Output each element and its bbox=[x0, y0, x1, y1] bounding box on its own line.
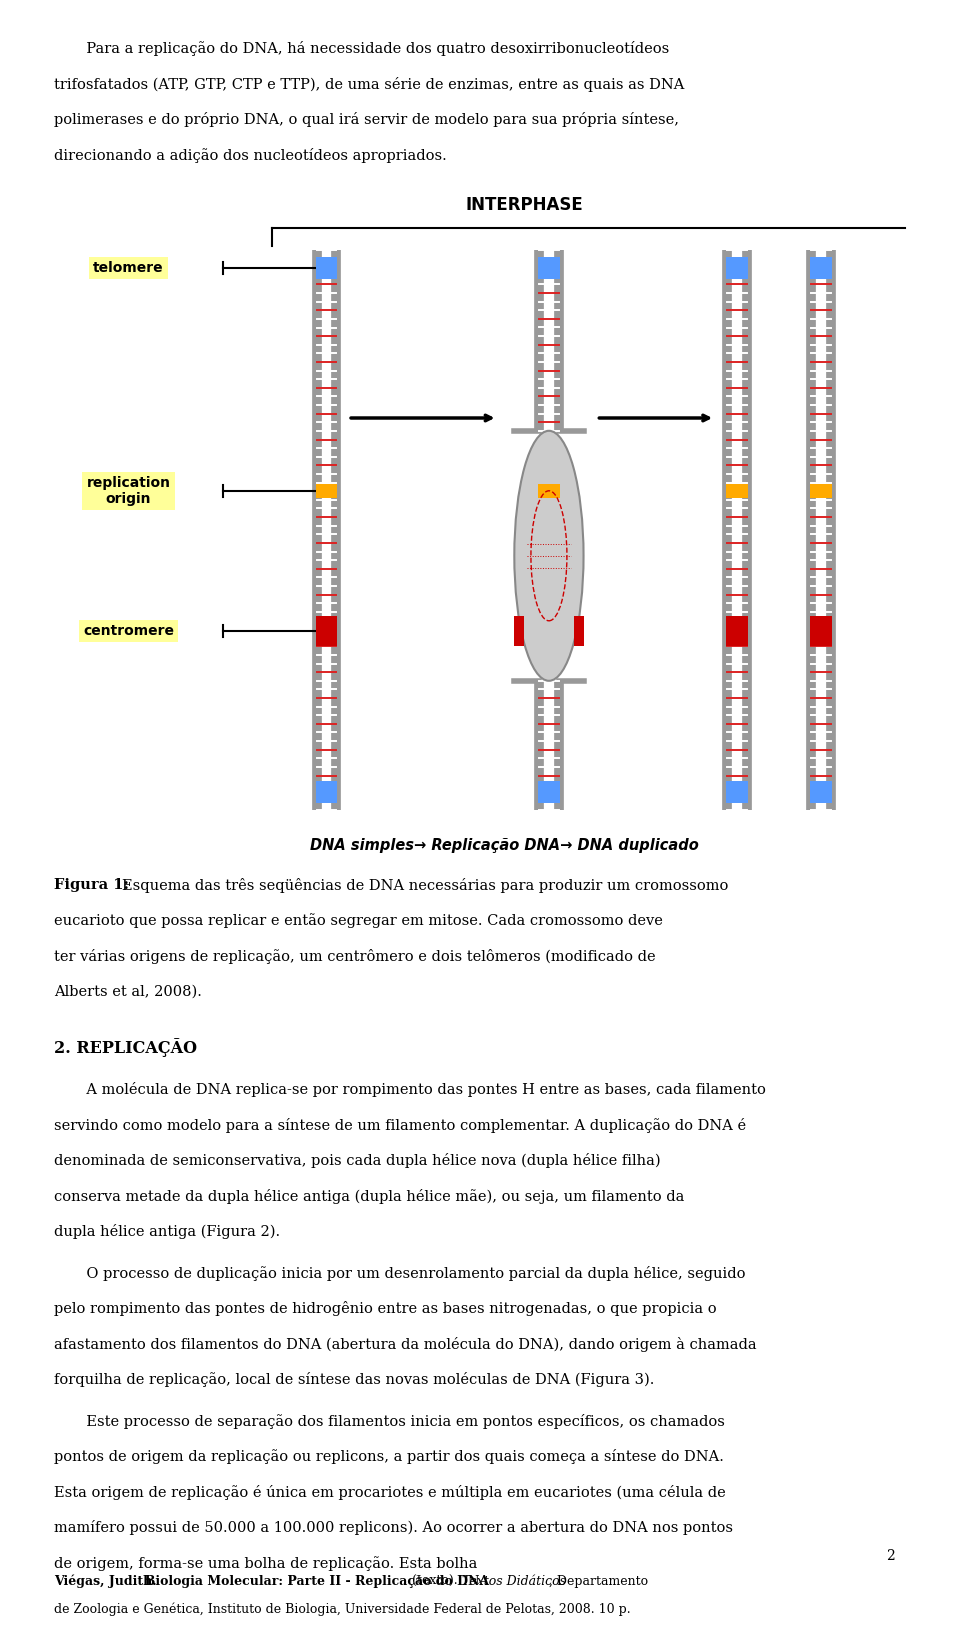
Text: conserva metade da dupla hélice antiga (dupla hélice mãe), ou seja, um filamento: conserva metade da dupla hélice antiga (… bbox=[55, 1189, 684, 1203]
Text: eucarioto que possa replicar e então segregar em mitose. Cada cromossomo deve: eucarioto que possa replicar e então seg… bbox=[55, 914, 663, 928]
Text: 2: 2 bbox=[886, 1550, 895, 1563]
Bar bbox=[574, 616, 584, 646]
Text: polimerases e do próprio DNA, o qual irá servir de modelo para sua própria sínte: polimerases e do próprio DNA, o qual irá… bbox=[55, 112, 680, 127]
Bar bbox=[810, 257, 831, 280]
Bar bbox=[316, 485, 337, 498]
Ellipse shape bbox=[515, 431, 584, 681]
Text: Esquema das três seqüências de DNA necessárias para produzir um cromossomo: Esquema das três seqüências de DNA neces… bbox=[122, 878, 728, 893]
Text: ter várias origens de replicação, um centrômero e dois telômeros (modificado de: ter várias origens de replicação, um cen… bbox=[55, 950, 656, 964]
Text: servindo como modelo para a síntese de um filamento complementar. A duplicação d: servindo como modelo para a síntese de u… bbox=[55, 1119, 747, 1133]
Text: mamífero possui de 50.000 a 100.000 replicons). Ao ocorrer a abertura do DNA nos: mamífero possui de 50.000 a 100.000 repl… bbox=[55, 1520, 733, 1535]
Bar bbox=[538, 485, 560, 498]
Text: Este processo de separação dos filamentos inicia em pontos específicos, os chama: Este processo de separação dos filamento… bbox=[55, 1415, 725, 1429]
Bar bbox=[316, 257, 337, 280]
Text: DNA simples→ Replicação DNA→ DNA duplicado: DNA simples→ Replicação DNA→ DNA duplica… bbox=[310, 837, 699, 854]
Text: trifosfatados (ATP, GTP, CTP e TTP), de uma série de enzimas, entre as quais as : trifosfatados (ATP, GTP, CTP e TTP), de … bbox=[55, 76, 684, 91]
Text: , Departamento: , Departamento bbox=[549, 1576, 649, 1589]
Text: O processo de duplicação inicia por um desenrolamento parcial da dupla hélice, s: O processo de duplicação inicia por um d… bbox=[55, 1267, 746, 1281]
Bar bbox=[810, 780, 831, 803]
Bar bbox=[810, 485, 831, 498]
Bar bbox=[538, 780, 560, 803]
Text: dupla hélice antiga (Figura 2).: dupla hélice antiga (Figura 2). bbox=[55, 1224, 280, 1239]
Text: denominada de semiconservativa, pois cada dupla hélice nova (dupla hélice filha): denominada de semiconservativa, pois cad… bbox=[55, 1153, 661, 1169]
Text: pontos de origem da replicação ou replicons, a partir dos quais começa a síntese: pontos de origem da replicação ou replic… bbox=[55, 1449, 724, 1465]
Text: Para a replicação do DNA, há necessidade dos quatro desoxirribonucleotídeos: Para a replicação do DNA, há necessidade… bbox=[55, 41, 670, 55]
Text: direcionando a adição dos nucleotídeos apropriados.: direcionando a adição dos nucleotídeos a… bbox=[55, 148, 447, 163]
Text: Alberts et al, 2008).: Alberts et al, 2008). bbox=[55, 984, 203, 998]
Text: Textos Didáticos: Textos Didáticos bbox=[463, 1576, 566, 1589]
Bar bbox=[726, 485, 748, 498]
Bar bbox=[538, 257, 560, 280]
Text: Viégas, Judith.: Viégas, Judith. bbox=[55, 1574, 157, 1589]
Text: Biologia Molecular: Parte II - Replicação do DNA: Biologia Molecular: Parte II - Replicaçã… bbox=[136, 1576, 490, 1589]
Bar bbox=[726, 780, 748, 803]
Text: telomere: telomere bbox=[93, 262, 164, 275]
Text: centromere: centromere bbox=[84, 624, 174, 637]
Bar bbox=[316, 780, 337, 803]
Bar bbox=[726, 616, 748, 646]
Text: Figura 1:: Figura 1: bbox=[55, 878, 130, 893]
Text: (texto).: (texto). bbox=[408, 1576, 462, 1589]
Text: pelo rompimento das pontes de hidrogênio entre as bases nitrogenadas, o que prop: pelo rompimento das pontes de hidrogênio… bbox=[55, 1301, 717, 1317]
Text: afastamento dos filamentos do DNA (abertura da molécula do DNA), dando origem à : afastamento dos filamentos do DNA (abert… bbox=[55, 1337, 757, 1351]
Bar bbox=[810, 616, 831, 646]
Text: INTERPHASE: INTERPHASE bbox=[466, 197, 583, 215]
Text: de Zoologia e Genética, Instituto de Biologia, Universidade Federal de Pelotas, : de Zoologia e Genética, Instituto de Bio… bbox=[55, 1603, 631, 1616]
Bar bbox=[316, 616, 337, 646]
Text: Esta origem de replicação é única em procariotes e múltipla em eucariotes (uma c: Esta origem de replicação é única em pro… bbox=[55, 1485, 726, 1499]
Bar bbox=[726, 257, 748, 280]
Text: de origem, forma-se uma bolha de replicação. Esta bolha: de origem, forma-se uma bolha de replica… bbox=[55, 1556, 478, 1571]
Text: forquilha de replicação, local de síntese das novas moléculas de DNA (Figura 3).: forquilha de replicação, local de síntes… bbox=[55, 1372, 655, 1387]
Bar bbox=[515, 616, 524, 646]
Text: A molécula de DNA replica-se por rompimento das pontes H entre as bases, cada fi: A molécula de DNA replica-se por rompime… bbox=[55, 1083, 766, 1098]
Text: replication
origin: replication origin bbox=[86, 476, 171, 506]
Text: 2. REPLICAÇÃO: 2. REPLICAÇÃO bbox=[55, 1037, 198, 1057]
